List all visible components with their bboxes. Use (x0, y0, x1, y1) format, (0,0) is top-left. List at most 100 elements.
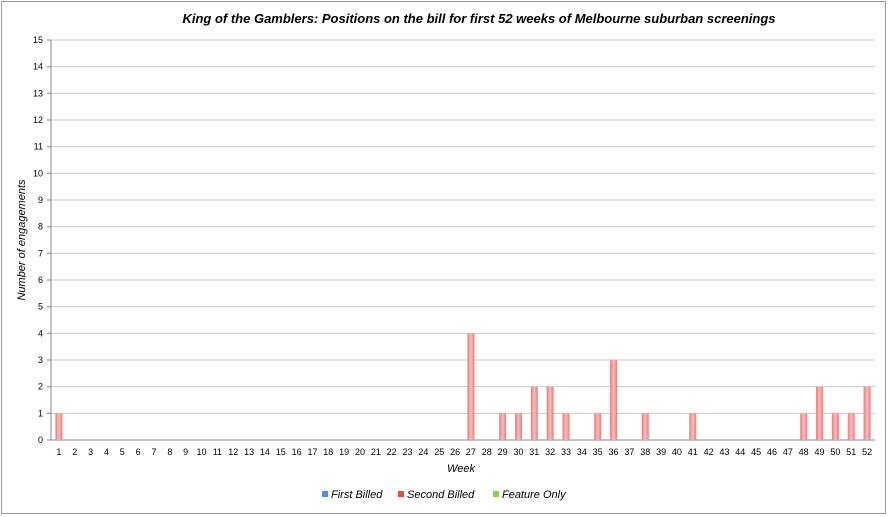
x-tick-label: 25 (434, 447, 444, 457)
y-tick-label: 8 (38, 222, 43, 232)
bar-second-billed (467, 333, 475, 440)
bar-second-billed (689, 413, 697, 440)
x-tick-label: 30 (513, 447, 523, 457)
y-tick-label: 2 (38, 382, 43, 392)
x-tick-label: 8 (167, 447, 172, 457)
bar-second-billed (546, 386, 554, 440)
x-tick-label: 50 (830, 447, 840, 457)
x-tick-label: 49 (815, 447, 825, 457)
x-tick-label: 31 (529, 447, 539, 457)
bar-second-billed (847, 413, 855, 440)
x-tick-label: 52 (862, 447, 872, 457)
x-tick-label: 15 (276, 447, 286, 457)
x-tick-label: 40 (672, 447, 682, 457)
x-tick-label: 35 (593, 447, 603, 457)
x-tick-label: 51 (846, 447, 856, 457)
x-tick-label: 41 (688, 447, 698, 457)
x-tick-label: 38 (640, 447, 650, 457)
y-tick-label: 15 (33, 35, 43, 45)
x-tick-label: 32 (545, 447, 555, 457)
legend: First Billed Second Billed Feature Only (322, 489, 567, 501)
x-tick-label: 48 (799, 447, 809, 457)
x-tick-label: 23 (403, 447, 413, 457)
x-tick-label: 26 (450, 447, 460, 457)
x-tick-label: 5 (120, 447, 125, 457)
bar-second-billed (55, 413, 63, 440)
x-tick-label: 36 (609, 447, 619, 457)
y-tick-label: 10 (33, 168, 43, 178)
legend-label: Feature Only (502, 489, 567, 501)
bar-second-billed (610, 360, 618, 440)
x-tick-label: 12 (228, 447, 238, 457)
legend-label: First Billed (331, 489, 383, 501)
x-tick-label: 44 (735, 447, 745, 457)
bar-second-billed (594, 413, 602, 440)
x-tick-label: 21 (371, 447, 381, 457)
x-tick-label: 29 (498, 447, 508, 457)
x-tick-label: 42 (704, 447, 714, 457)
x-tick-label: 22 (387, 447, 397, 457)
x-tick-label: 2 (72, 447, 77, 457)
x-tick-label: 37 (624, 447, 634, 457)
y-tick-label: 6 (38, 275, 43, 285)
x-tick-label: 13 (244, 447, 254, 457)
y-tick-label: 14 (33, 62, 43, 72)
x-tick-label: 9 (183, 447, 188, 457)
x-tick-label: 7 (151, 447, 156, 457)
bars (55, 333, 871, 440)
x-tick-label: 17 (307, 447, 317, 457)
x-tick-label: 3 (88, 447, 93, 457)
y-tick-label: 12 (33, 115, 43, 125)
bar-second-billed (530, 386, 538, 440)
y-tick-label: 11 (34, 142, 43, 152)
x-tick-label: 27 (466, 447, 476, 457)
y-tick-label: 3 (38, 355, 43, 365)
x-axis-ticks: 1 2 3 4 5 6 7 8 9 10 11 12 13 14 15 16 17 18 19 20 21 22 23 24 2… (56, 447, 872, 457)
x-axis-label: Week (447, 463, 475, 475)
bar-second-billed (499, 413, 507, 440)
y-tick-label: 9 (38, 195, 43, 205)
legend-swatch (493, 491, 499, 497)
x-tick-label: 43 (719, 447, 729, 457)
x-tick-label: 14 (260, 447, 270, 457)
chart-title: King of the Gamblers: Positions on the b… (182, 11, 775, 26)
x-tick-label: 33 (561, 447, 571, 457)
y-tick-label: 7 (38, 248, 43, 258)
y-tick-label: 4 (38, 328, 43, 338)
x-tick-label: 45 (751, 447, 761, 457)
x-tick-label: 11 (213, 447, 222, 457)
bar-second-billed (863, 386, 871, 440)
bar-second-billed (514, 413, 522, 440)
x-tick-label: 24 (418, 447, 428, 457)
bar-second-billed (641, 413, 649, 440)
x-tick-label: 34 (577, 447, 587, 457)
bar-second-billed (562, 413, 570, 440)
x-tick-label: 10 (197, 447, 207, 457)
legend-label: Second Billed (407, 489, 475, 501)
legend-swatch (398, 491, 404, 497)
x-tick-label: 28 (482, 447, 492, 457)
legend-swatch (322, 491, 328, 497)
x-tick-label: 4 (104, 447, 109, 457)
x-tick-label: 20 (355, 447, 365, 457)
x-tick-label: 39 (656, 447, 666, 457)
y-axis-label: Number of engagements (16, 179, 28, 301)
x-tick-label: 46 (767, 447, 777, 457)
x-tick-label: 19 (339, 447, 349, 457)
x-tick-label: 47 (783, 447, 793, 457)
y-tick-label: 0 (38, 435, 43, 445)
gridlines (50, 39, 875, 441)
y-tick-label: 13 (33, 88, 43, 98)
bar-second-billed (800, 413, 808, 440)
x-tick-label: 1 (56, 447, 61, 457)
x-tick-label: 16 (292, 447, 302, 457)
bar-second-billed (831, 413, 839, 440)
x-tick-label: 18 (323, 447, 333, 457)
x-tick-label: 6 (136, 447, 141, 457)
y-tick-label: 1 (38, 408, 43, 418)
bar-second-billed (816, 386, 824, 440)
y-tick-label: 5 (38, 302, 43, 312)
